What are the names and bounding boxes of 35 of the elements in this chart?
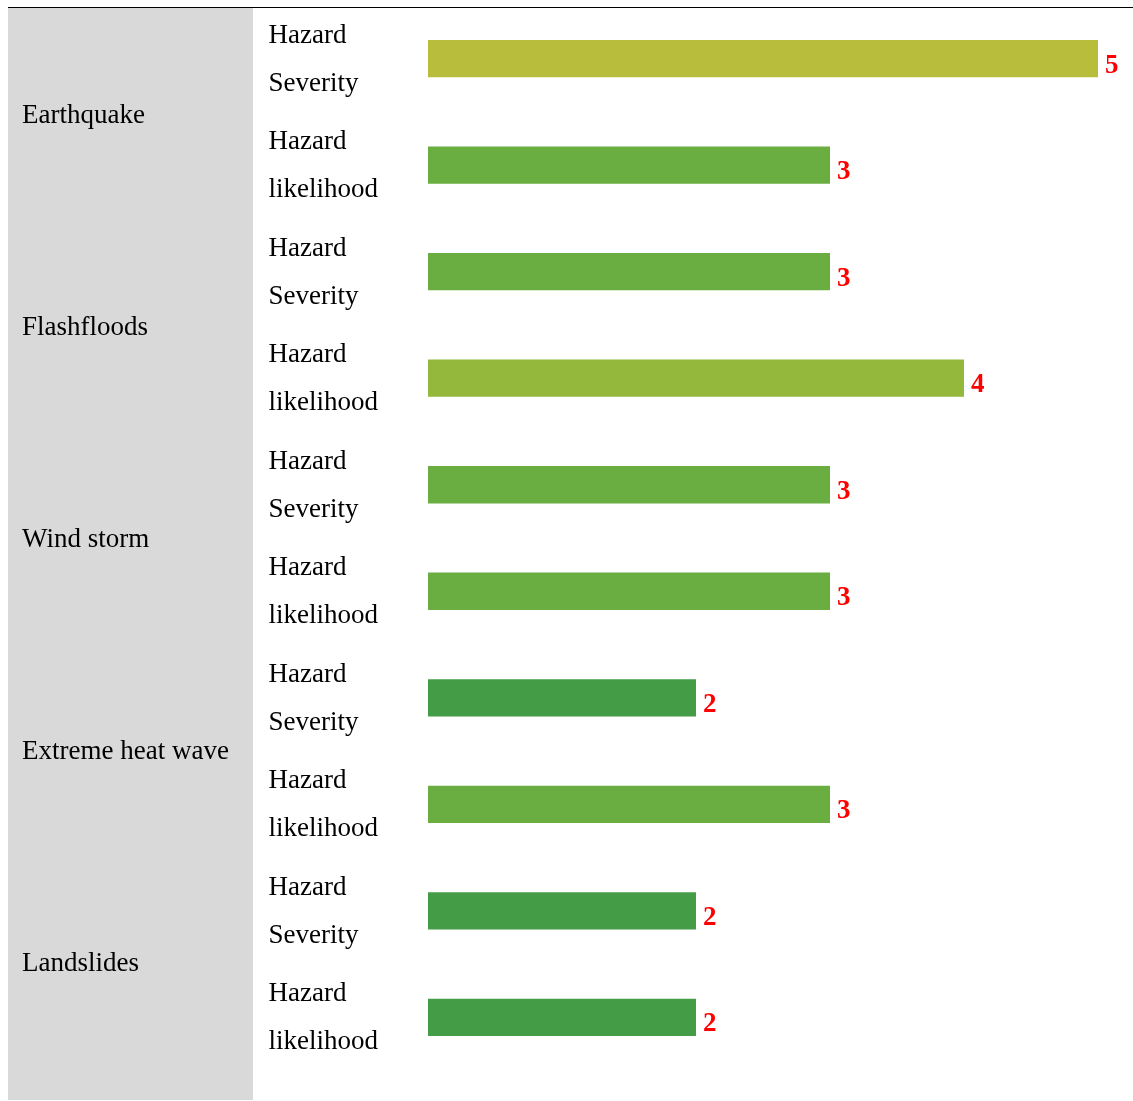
data-label: 3: [837, 581, 851, 612]
text: Landslides: [22, 945, 140, 979]
bar: [428, 39, 1098, 78]
y-tick-label: Hazard Severity: [268, 870, 359, 949]
data-label: 4: [971, 368, 985, 399]
bar: [428, 253, 830, 291]
bar: [428, 572, 830, 610]
text: Earthquake: [22, 97, 146, 131]
data-label: 3: [837, 155, 851, 186]
text: Extreme heat wave: [22, 733, 230, 767]
y-tick-label: Hazard Severity: [268, 657, 359, 736]
data-label: 3: [837, 261, 851, 292]
bar: [428, 359, 964, 397]
data-label: 2: [703, 900, 717, 931]
y-tick-label: Hazard likelihood: [268, 764, 379, 843]
bar: [428, 785, 830, 823]
data-label: 2: [703, 1007, 717, 1038]
y-tick-label: Hazard Severity: [268, 444, 359, 523]
y-tick-label: Hazard Severity: [268, 231, 359, 310]
data-label: 3: [837, 794, 851, 825]
y-tick-label: Hazard Severity: [268, 18, 359, 97]
text: Wind storm: [22, 521, 151, 555]
y-tick-label: Hazard likelihood: [268, 338, 379, 417]
y-tick-label: Hazard likelihood: [268, 551, 379, 630]
data-label: 2: [703, 687, 717, 718]
data-label: 3: [837, 474, 851, 505]
bar: [428, 466, 830, 504]
data-label: 5: [1105, 48, 1119, 79]
bar: [428, 146, 830, 184]
y-tick-label: Hazard likelihood: [268, 125, 379, 204]
bar: [428, 679, 696, 717]
bar: [428, 998, 696, 1037]
y-tick-label: Hazard likelihood: [268, 977, 379, 1056]
text: Flashfloods: [22, 309, 149, 343]
bar: [428, 892, 696, 930]
